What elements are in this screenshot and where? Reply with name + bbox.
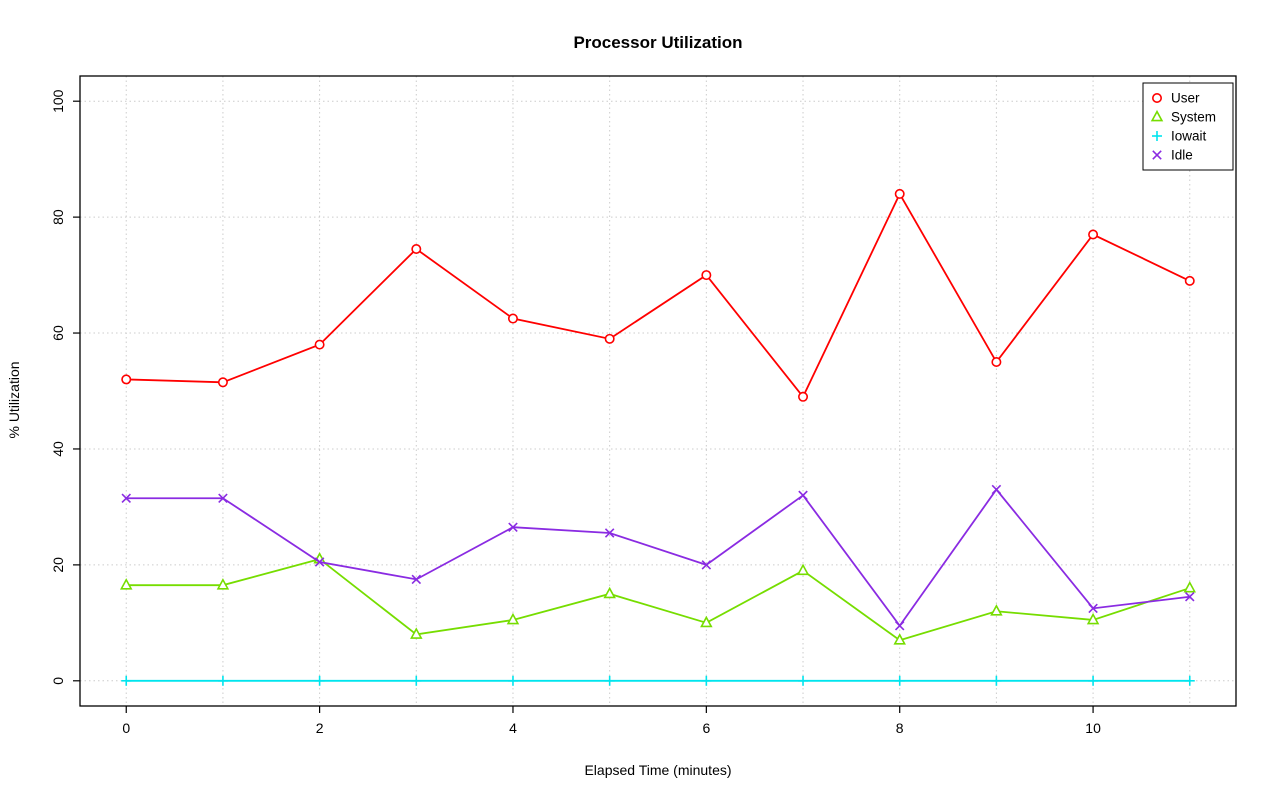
y-tick-label: 0 [50,677,66,685]
circle-marker-icon [894,188,905,199]
triangle-marker-icon [1150,109,1164,122]
triangle-marker-icon [216,578,230,590]
series-line-user [126,192,1191,399]
legend-label-system: System [1171,110,1216,125]
x-tick-label: 6 [702,720,710,736]
circle-marker-icon [314,339,325,350]
triangle-marker-icon [410,627,423,639]
x-marker-icon [411,574,422,585]
circle-marker-icon [411,243,422,254]
chart-title: Processor Utilization [573,33,743,52]
circle-marker-icon [217,377,228,388]
triangle-marker-icon [506,612,520,625]
legend-label-iowait: Iowait [1171,129,1207,144]
circle-marker-icon [701,270,712,281]
x-marker-icon [604,528,615,538]
legend-label-user: User [1171,91,1200,106]
x-marker-icon [798,490,808,501]
y-axis-label: % Utilization [6,361,22,439]
triangle-marker-icon [1086,612,1100,625]
triangle-marker-icon [990,604,1003,616]
x-marker-icon [701,560,712,570]
circle-marker-icon [1184,275,1195,286]
y-tick-label: 100 [50,89,66,113]
triangle-marker-icon [796,563,810,576]
triangle-marker-icon [700,615,713,628]
x-tick-label: 0 [122,720,130,736]
triangle-marker-icon [603,586,616,599]
x-tick-label: 2 [316,720,324,736]
y-tick-label: 80 [50,209,66,225]
x-tick-label: 10 [1085,720,1101,736]
series-line-idle [126,488,1190,628]
triangle-marker-icon [119,578,133,590]
x-marker-icon [218,493,228,503]
x-marker-icon [314,557,325,567]
x-marker-icon [1152,150,1162,160]
triangle-marker-icon [1183,580,1197,593]
circle-marker-icon [1152,93,1163,104]
x-marker-icon [894,620,905,631]
circle-marker-icon [507,313,518,324]
x-marker-icon [121,493,132,503]
series-line-system [126,558,1191,642]
x-tick-label: 8 [896,720,904,736]
y-tick-label: 40 [50,441,66,457]
x-marker-icon [1088,603,1098,614]
x-marker-icon [1184,591,1195,602]
circle-marker-icon [991,357,1002,368]
circle-marker-icon [1088,229,1099,240]
x-tick-label: 4 [509,720,517,736]
circle-marker-icon [604,333,615,344]
x-marker-icon [991,484,1002,495]
legend-label-idle: Idle [1171,148,1193,163]
plot-border [79,75,1237,707]
y-tick-label: 20 [50,557,66,573]
x-axis-label: Elapsed Time (minutes) [584,762,732,778]
circle-marker-icon [121,374,132,385]
y-tick-label: 60 [50,325,66,341]
x-marker-icon [508,522,518,532]
triangle-marker-icon [893,633,906,645]
circle-marker-icon [798,391,809,402]
